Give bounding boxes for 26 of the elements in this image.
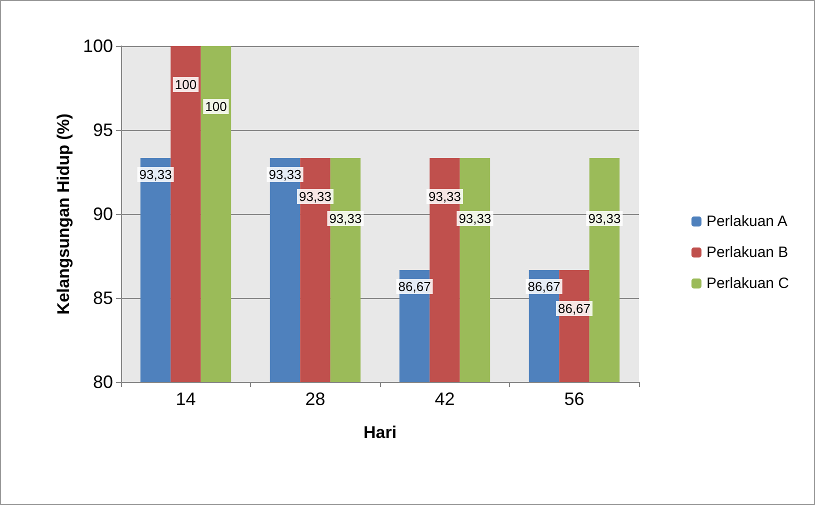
data-label: 100 xyxy=(205,99,227,114)
legend-label: Perlakuan B xyxy=(706,244,788,261)
data-label: 93,33 xyxy=(329,211,362,226)
y-tick-label: 80 xyxy=(92,372,113,392)
data-label: 93,33 xyxy=(268,167,302,182)
x-tick-label: 56 xyxy=(564,389,584,409)
y-tick-label: 85 xyxy=(92,288,113,308)
y-tick-label: 100 xyxy=(82,36,113,56)
data-label: 93,33 xyxy=(458,211,492,226)
data-label: 93,33 xyxy=(428,189,462,204)
data-label: 100 xyxy=(174,77,197,92)
data-label: 93,33 xyxy=(588,211,621,226)
x-tick-label: 42 xyxy=(434,389,455,409)
y-axis-title: Kelangsungan Hidup (%) xyxy=(54,113,74,315)
legend-label: Perlakuan A xyxy=(706,213,788,230)
x-tick-label: 28 xyxy=(305,389,326,409)
data-label: 93,33 xyxy=(298,189,332,204)
data-label: 93,33 xyxy=(139,167,172,182)
legend-label: Perlakuan C xyxy=(706,275,790,292)
data-label: 86,67 xyxy=(558,300,591,316)
data-label: 86,67 xyxy=(398,278,431,294)
data-label: 86,67 xyxy=(528,278,560,294)
x-axis-title: Hari xyxy=(363,423,397,442)
y-tick-label: 95 xyxy=(92,120,113,140)
y-tick-label: 90 xyxy=(92,204,113,224)
x-tick-label: 14 xyxy=(176,389,196,409)
